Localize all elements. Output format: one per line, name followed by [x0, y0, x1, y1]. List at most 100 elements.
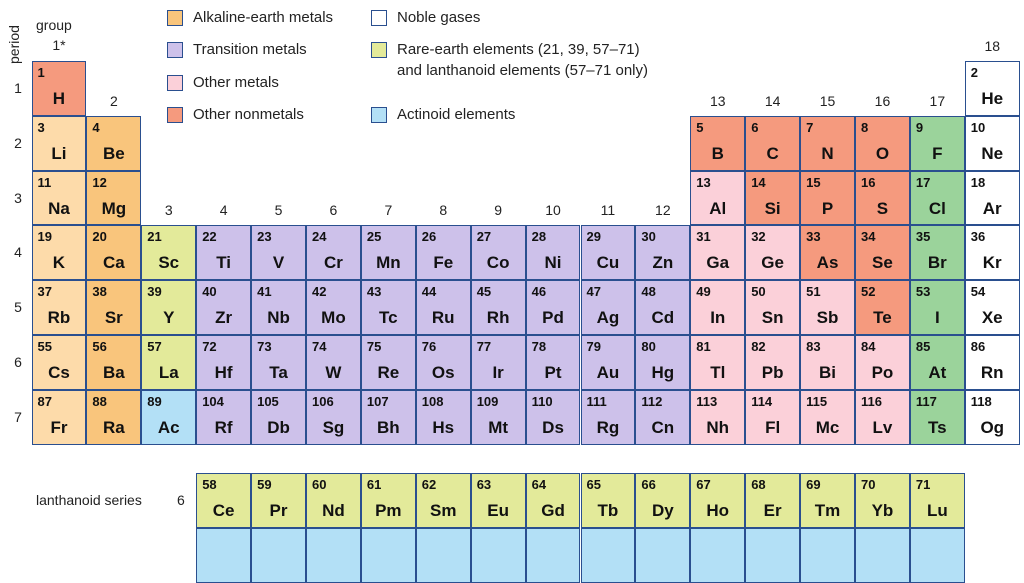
- atomic-number: 28: [531, 229, 547, 245]
- atomic-number: 78: [531, 339, 547, 354]
- actinoid-series-cell: [306, 527, 361, 583]
- actinoid-series-cell: [525, 527, 581, 583]
- element-cell-pd: 46 Pd: [525, 280, 581, 335]
- element-cell-be: 4 Be: [86, 115, 142, 171]
- atomic-number: 29: [586, 229, 601, 245]
- atomic-number: 42: [312, 284, 327, 300]
- element-symbol: Re: [377, 363, 400, 382]
- atomic-number: 115: [806, 393, 828, 409]
- element-cell-hf: 72 Hf: [196, 335, 252, 390]
- element-cell-fl: 114 Fl: [745, 389, 801, 445]
- atomic-number: 77: [476, 339, 492, 354]
- period-label: 7: [14, 408, 22, 425]
- element-symbol: Sb: [816, 308, 839, 328]
- element-symbol: Ta: [269, 363, 288, 382]
- element-cell-bh: 107 Bh: [360, 389, 416, 445]
- atomic-number: 34: [861, 229, 876, 245]
- group-label: 17: [929, 92, 946, 109]
- atomic-number: 46: [531, 284, 547, 300]
- element-cell-la: 57 La: [141, 335, 197, 390]
- element-symbol: Og: [980, 417, 1005, 437]
- group-label: 7: [384, 202, 393, 219]
- atomic-number: 112: [641, 393, 663, 409]
- element-symbol: Tl: [710, 363, 726, 382]
- element-cell-rh: 45 Rh: [470, 280, 526, 335]
- atomic-number: 68: [751, 477, 766, 492]
- element-cell-se: 34 Se: [855, 225, 910, 281]
- element-cell-ho: 67 Ho: [690, 473, 746, 528]
- legend-swatch: [167, 10, 183, 26]
- actinoid-series-cell: [855, 527, 910, 583]
- actinoid-series-cell: [360, 527, 416, 583]
- element-symbol: Mt: [488, 417, 509, 437]
- atomic-number: 41: [257, 284, 272, 300]
- element-symbol: Ca: [102, 253, 125, 273]
- element-symbol: Mc: [815, 417, 840, 437]
- legend-swatch: [371, 107, 387, 123]
- atomic-number: 47: [586, 284, 601, 300]
- atomic-number: 87: [37, 393, 52, 409]
- element-cell-mc: 115 Mc: [800, 389, 855, 445]
- element-cell-mg: 12 Mg: [86, 170, 142, 226]
- element-cell-tl: 81 Tl: [690, 335, 746, 390]
- atomic-number: 88: [92, 393, 107, 409]
- element-symbol: I: [934, 308, 940, 328]
- element-symbol: K: [52, 253, 66, 273]
- element-symbol: Rh: [486, 308, 510, 328]
- legend-swatch: [167, 107, 183, 123]
- atomic-number: 19: [37, 229, 52, 245]
- atomic-number: 58: [202, 477, 217, 492]
- element-symbol: La: [158, 363, 179, 382]
- element-cell-tm: 69 Tm: [800, 473, 855, 528]
- element-symbol: Zn: [652, 253, 674, 273]
- element-cell-xe: 54 Xe: [964, 280, 1020, 335]
- element-symbol: Zr: [215, 308, 233, 328]
- atomic-number: 40: [202, 284, 217, 300]
- element-cell-p: 15 P: [800, 170, 855, 226]
- element-symbol: Cl: [928, 198, 946, 218]
- atomic-number: 51: [806, 284, 821, 300]
- element-cell-ti: 22 Ti: [196, 225, 252, 281]
- element-symbol: Mg: [101, 198, 127, 218]
- atomic-number: 116: [861, 393, 882, 409]
- element-symbol: Hg: [651, 363, 675, 382]
- element-cell-hs: 108 Hs: [415, 389, 471, 445]
- element-cell-ir: 77 Ir: [470, 335, 526, 390]
- element-cell-ar: 18 Ar: [964, 170, 1020, 226]
- atomic-number: 33: [806, 229, 821, 245]
- element-cell-as: 33 As: [800, 225, 855, 281]
- atomic-number: 2: [970, 65, 979, 80]
- element-cell-db: 105 Db: [251, 389, 306, 445]
- atomic-number: 71: [915, 477, 931, 492]
- element-cell-pm: 61 Pm: [360, 473, 416, 528]
- atomic-number: 61: [366, 477, 382, 492]
- element-symbol: Hs: [432, 417, 455, 437]
- actinoid-series-cell: [800, 527, 855, 583]
- atomic-number: 12: [92, 174, 107, 190]
- atomic-number: 82: [751, 339, 766, 354]
- element-symbol: Rf: [214, 417, 233, 437]
- element-symbol: Si: [764, 198, 781, 218]
- group-label: 8: [439, 202, 448, 219]
- legend-label-line2: and lanthanoid elements (57–71 only): [397, 62, 649, 79]
- element-symbol: Yb: [871, 501, 894, 520]
- atomic-number: 107: [366, 393, 389, 409]
- element-cell-sn: 50 Sn: [745, 280, 801, 335]
- element-cell-na: 11 Na: [31, 170, 87, 226]
- atomic-number: 74: [312, 339, 327, 354]
- actinoid-series-cell: [470, 527, 526, 583]
- element-cell-mn: 25 Mn: [360, 225, 416, 281]
- atomic-number: 69: [806, 477, 821, 492]
- atomic-number: 60: [312, 477, 327, 492]
- element-cell-ne: 10 Ne: [964, 115, 1020, 171]
- element-symbol: Ag: [596, 308, 620, 328]
- element-cell-fr: 87 Fr: [31, 389, 87, 445]
- element-symbol: Gd: [541, 501, 565, 520]
- legend-label: Other nonmetals: [193, 106, 304, 123]
- element-symbol: Ho: [706, 501, 730, 520]
- element-cell-ge: 32 Ge: [745, 225, 801, 281]
- atomic-number: 43: [366, 284, 382, 300]
- element-symbol: Eu: [487, 501, 509, 520]
- legend-label: Transition metals: [193, 41, 307, 58]
